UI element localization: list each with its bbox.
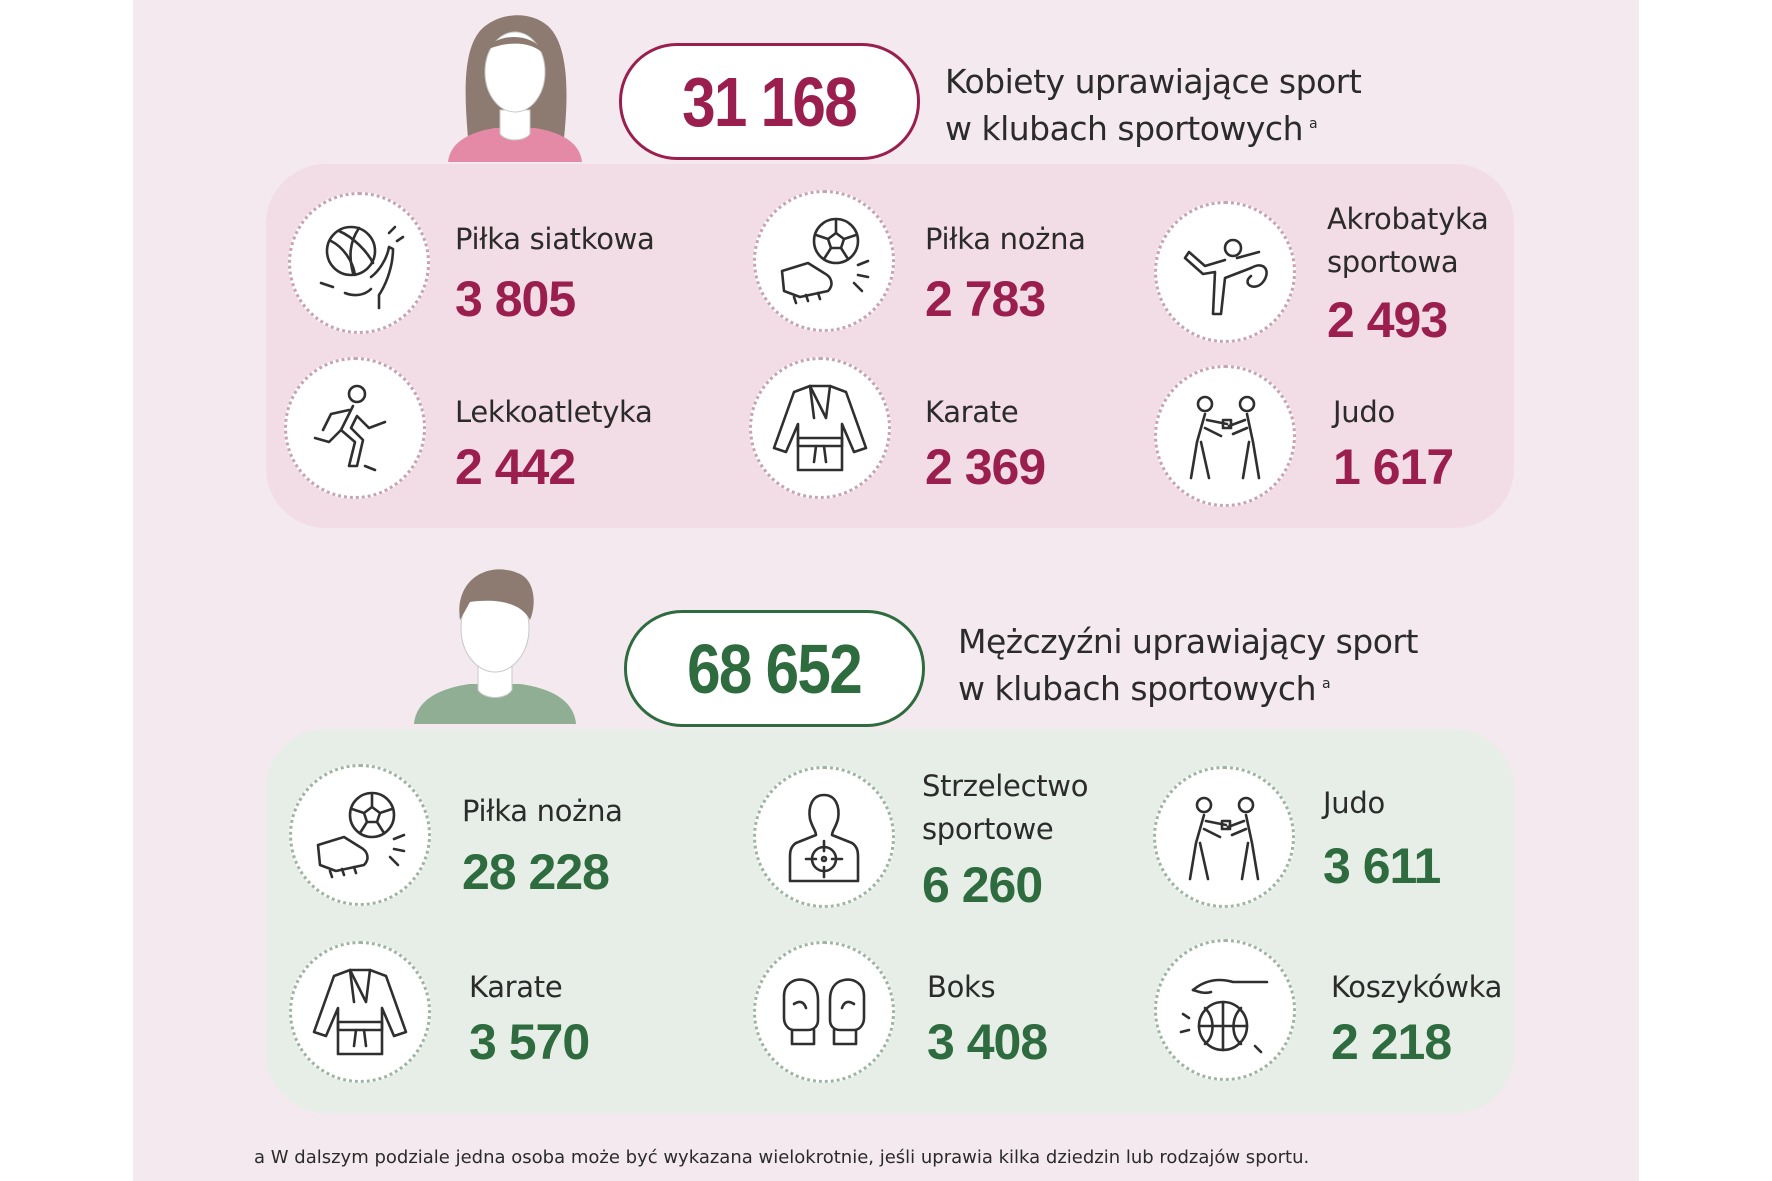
footnote: a W dalszym podziale jedna osoba może by…	[254, 1147, 1310, 1168]
men-item-label: Judo	[1323, 786, 1385, 820]
women-item-value: 1 617	[1333, 439, 1454, 495]
men-item-label: Koszykówka	[1331, 970, 1503, 1004]
woman-avatar-icon	[448, 15, 582, 162]
women-total-value: 31 168	[682, 62, 859, 141]
women-footnote-mark: a	[1309, 116, 1318, 132]
men-item-value: 2 218	[1331, 1014, 1452, 1070]
women-title-line1: Kobiety uprawiające sport	[945, 62, 1362, 101]
karate-gi-icon	[749, 357, 891, 499]
judo-icon	[1153, 766, 1295, 908]
women-item-label: Akrobatyka sportowa	[1327, 198, 1489, 284]
women-total-pill: 31 168	[619, 43, 920, 160]
men-title-line1: Mężczyźni uprawiający sport	[958, 622, 1418, 661]
women-item-label: Piłka nożna	[925, 222, 1086, 256]
women-item-value: 2 442	[455, 439, 576, 495]
men-item-label-line1: Strzelectwo	[922, 769, 1089, 803]
women-item-value: 2 783	[925, 271, 1046, 327]
men-item-value: 3 408	[927, 1014, 1048, 1070]
women-item-value: 3 805	[455, 271, 576, 327]
women-sports-card	[266, 164, 1514, 528]
acrobatics-icon	[1154, 201, 1296, 343]
men-item-value: 6 260	[922, 857, 1043, 913]
basketball-icon	[1154, 939, 1296, 1081]
women-item-label: Piłka siatkowa	[455, 222, 655, 256]
men-item-label: Strzelectwo sportowe	[922, 765, 1088, 851]
men-title: Mężczyźni uprawiający sport w klubach sp…	[958, 618, 1418, 712]
judo-icon	[1154, 365, 1296, 507]
women-title-line2: w klubach sportowych	[945, 109, 1304, 148]
men-item-label: Boks	[927, 970, 996, 1004]
women-item-label: Judo	[1333, 395, 1395, 429]
boxing-gloves-icon	[753, 941, 895, 1083]
women-item-value: 2 369	[925, 439, 1046, 495]
women-item-label-line1: Akrobatyka	[1327, 202, 1489, 236]
karate-gi-icon	[289, 941, 431, 1083]
men-item-label: Karate	[469, 970, 563, 1004]
men-footnote-mark: a	[1322, 676, 1331, 692]
shooting-target-icon	[753, 766, 895, 908]
runner-icon	[284, 357, 426, 499]
women-item-label: Karate	[925, 395, 1019, 429]
men-item-label: Piłka nożna	[462, 794, 623, 828]
men-item-value: 3 611	[1323, 838, 1441, 894]
men-title-line2: w klubach sportowych	[958, 669, 1317, 708]
men-sports-card	[266, 729, 1514, 1113]
volleyball-icon	[288, 192, 430, 334]
men-item-value: 3 570	[469, 1014, 590, 1070]
men-item-value: 28 228	[462, 844, 610, 900]
soccer-icon	[753, 190, 895, 332]
men-total-value: 68 652	[687, 629, 864, 708]
men-item-label-line2: sportowe	[922, 812, 1054, 846]
women-title: Kobiety uprawiające sport w klubach spor…	[945, 58, 1362, 152]
men-total-pill: 68 652	[624, 610, 925, 727]
man-avatar-icon	[414, 569, 576, 724]
women-item-label: Lekkoatletyka	[455, 395, 653, 429]
soccer-icon	[289, 764, 431, 906]
women-item-label-line2: sportowa	[1327, 245, 1459, 279]
women-item-value: 2 493	[1327, 292, 1448, 348]
